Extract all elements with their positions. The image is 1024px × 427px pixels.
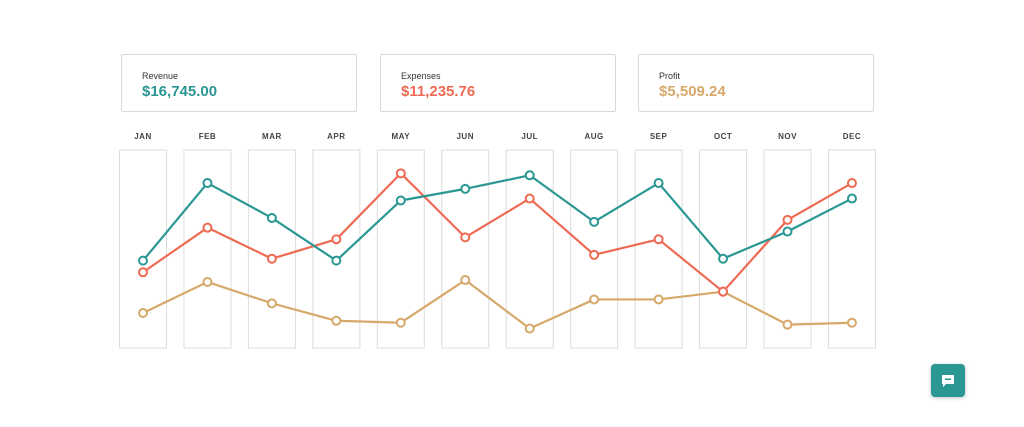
expenses-value: $11,235.76 — [401, 83, 476, 100]
month-column-mar — [247, 149, 296, 349]
profit-value: $5,509.24 — [659, 83, 726, 100]
revenue-point-feb[interactable] — [202, 178, 213, 189]
month-label-may: MAY — [392, 132, 411, 141]
month-label-jul: JUL — [521, 132, 538, 141]
revenue-point-dec[interactable] — [846, 193, 857, 204]
month-column-nov — [763, 149, 812, 349]
month-column-oct — [699, 149, 748, 349]
profit-point-sep[interactable] — [653, 294, 664, 305]
month-column-jul — [505, 149, 554, 349]
month-column-aug — [570, 149, 619, 349]
expenses-point-oct[interactable] — [718, 286, 729, 297]
month-column-feb — [183, 149, 232, 349]
revenue-point-may[interactable] — [395, 195, 406, 206]
expenses-line — [142, 172, 853, 293]
profit-point-dec[interactable] — [846, 317, 857, 328]
month-column-sep — [634, 149, 683, 349]
expenses-point-feb[interactable] — [202, 222, 213, 233]
month-label-jan: JAN — [134, 132, 152, 141]
profit-point-aug[interactable] — [589, 294, 600, 305]
revenue-point-mar[interactable] — [266, 212, 277, 223]
month-label-aug: AUG — [585, 132, 604, 141]
profit-point-jul[interactable] — [524, 323, 535, 334]
expenses-card: Expenses $11,235.76 — [380, 54, 616, 112]
month-column-apr — [312, 149, 361, 349]
month-label-mar: MAR — [262, 132, 282, 141]
profit-card: Profit $5,509.24 — [638, 54, 874, 112]
expenses-label: Expenses — [401, 71, 441, 81]
revenue-point-oct[interactable] — [718, 253, 729, 264]
profit-point-apr[interactable] — [331, 315, 342, 326]
expenses-point-jun[interactable] — [460, 232, 471, 243]
profit-point-jan[interactable] — [138, 308, 148, 319]
revenue-label: Revenue — [142, 71, 179, 81]
revenue-line — [142, 174, 853, 262]
month-column-jun — [441, 149, 490, 349]
profit-point-jun[interactable] — [460, 275, 471, 286]
month-label-feb: FEB — [199, 132, 217, 141]
month-column-may — [376, 149, 425, 349]
expenses-point-apr[interactable] — [331, 234, 342, 245]
revenue-card: Revenue $16,745.00 — [121, 54, 357, 112]
expenses-point-dec[interactable] — [846, 178, 857, 189]
expenses-point-nov[interactable] — [782, 214, 793, 225]
revenue-point-sep[interactable] — [653, 178, 664, 189]
revenue-value: $16,745.00 — [142, 83, 218, 100]
profit-point-mar[interactable] — [266, 298, 277, 309]
revenue-point-jan[interactable] — [138, 255, 148, 266]
revenue-point-jul[interactable] — [524, 170, 535, 181]
chat-bubble-icon — [942, 375, 954, 387]
month-column-jan — [119, 149, 167, 349]
month-label-dec: DEC — [843, 132, 861, 141]
profit-point-may[interactable] — [395, 317, 406, 328]
revenue-point-aug[interactable] — [589, 216, 600, 227]
month-label-nov: NOV — [778, 132, 797, 141]
revenue-point-jun[interactable] — [460, 183, 471, 194]
month-label-apr: APR — [327, 132, 345, 141]
expenses-point-may[interactable] — [395, 168, 406, 179]
expenses-point-aug[interactable] — [589, 249, 600, 260]
profit-point-feb[interactable] — [202, 276, 213, 287]
month-label-jun: JUN — [456, 132, 474, 141]
expenses-point-jul[interactable] — [524, 193, 535, 204]
revenue-point-apr[interactable] — [331, 255, 342, 266]
month-column-dec — [827, 149, 876, 349]
month-label-oct: OCT — [714, 132, 732, 141]
profit-label: Profit — [659, 71, 681, 81]
expenses-point-sep[interactable] — [653, 234, 664, 245]
revenue-point-nov[interactable] — [782, 226, 793, 237]
chat-button[interactable] — [931, 364, 965, 397]
expenses-point-mar[interactable] — [266, 253, 277, 264]
profit-line — [142, 278, 852, 330]
profit-point-nov[interactable] — [782, 319, 793, 330]
month-label-sep: SEP — [650, 132, 668, 141]
expenses-point-jan[interactable] — [138, 267, 148, 278]
